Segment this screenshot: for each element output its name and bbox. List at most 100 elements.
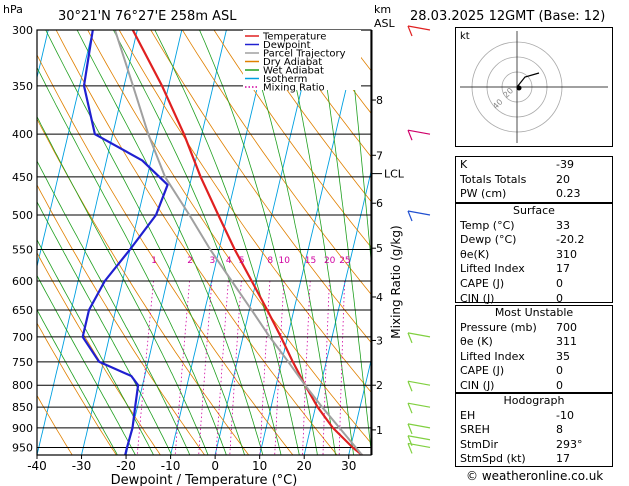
plot-area xyxy=(0,30,455,459)
pressure-tick-label: 300 xyxy=(12,24,33,37)
index-row-totals: Totals Totals 20 xyxy=(460,172,570,186)
hpa-unit-label: hPa xyxy=(3,3,23,16)
dry-adiabat-line xyxy=(403,30,455,459)
wind-barb-icon xyxy=(407,129,431,135)
index-row-k: K -39 xyxy=(460,158,574,171)
legend-label: Isotherm xyxy=(263,74,307,85)
dry-adiabat-line xyxy=(150,30,371,343)
legend-bg xyxy=(243,30,361,90)
km-tick-label: 1 xyxy=(376,424,383,437)
isotherm-line xyxy=(81,30,183,455)
surface-title: Surface xyxy=(513,204,555,217)
unstable-row: θe (K) 311 xyxy=(460,335,577,349)
wind-barb-icon xyxy=(407,129,413,141)
series-temperature xyxy=(131,30,363,455)
wind-barb-icon xyxy=(407,402,431,408)
isotherm-line xyxy=(214,30,316,455)
pressure-tick-label: 450 xyxy=(12,171,33,184)
isotherm-line xyxy=(348,358,371,455)
temp-tick-label: 30 xyxy=(341,459,356,473)
plot-frame xyxy=(36,29,372,456)
km-unit-label: km xyxy=(374,3,392,16)
dry-adiabat-line xyxy=(37,54,294,455)
temp-tick-label: -20 xyxy=(116,459,136,473)
mixing-ratio-label: 15 xyxy=(305,256,316,266)
mixing-ratio-label: 20 xyxy=(324,256,336,266)
mixing-ratio-label: 25 xyxy=(339,256,350,266)
pressure-tick-label: 500 xyxy=(12,209,33,222)
legend-label: Dewpoint xyxy=(263,40,311,51)
mixing-ratio-label: 4 xyxy=(226,256,232,266)
legend-label: Mixing Ratio xyxy=(263,83,325,94)
legend-label: Temperature xyxy=(262,32,326,43)
wind-barb-icon xyxy=(407,380,431,386)
series-dewpoint xyxy=(81,30,169,455)
hodograph-row: StmDir 293° xyxy=(460,437,583,451)
wind-barb-icon xyxy=(407,332,431,338)
wind-barb-icon xyxy=(407,25,431,31)
dry-adiabat-line xyxy=(245,30,371,202)
indices-box: K -39 Totals Totals 20 PW (cm) 0.23 xyxy=(455,156,613,203)
mixing-ratio-label: 5 xyxy=(239,256,245,266)
hodograph-row: StmSpd (kt) 17 xyxy=(460,452,570,466)
km-tick-label: 7 xyxy=(376,149,383,162)
dry-adiabat-line xyxy=(87,30,371,444)
surface-row: θe(K) 310 xyxy=(460,247,577,261)
most-unstable-title: Most Unstable xyxy=(494,306,574,319)
dry-adiabat-line xyxy=(182,30,371,295)
mixing-ratio-line xyxy=(215,280,229,455)
pressure-tick-label: 850 xyxy=(12,401,33,414)
mixing-ratio-label: 10 xyxy=(279,256,291,266)
wind-barb-icon xyxy=(407,442,431,449)
pressure-tick-label: 950 xyxy=(12,441,33,454)
isotherm-line xyxy=(0,30,4,455)
temp-tick-label: -40 xyxy=(27,459,47,473)
dry-adiabat-line xyxy=(213,30,371,248)
hodograph-unit-label: kt xyxy=(460,31,470,42)
dry-adiabat-line xyxy=(37,118,250,455)
hodograph-row: SREH 8 xyxy=(460,423,563,437)
wind-barb-icon xyxy=(407,380,413,392)
unstable-row: CAPE (J) 0 xyxy=(460,364,563,378)
location-label: 30°21'N 76°27'E 258m ASL xyxy=(58,9,237,24)
most-unstable-box: Most Unstable Pressure (mb) 700 θe (K) 311… xyxy=(455,305,613,393)
wind-barb-icon xyxy=(407,443,413,454)
pressure-tick-label: 400 xyxy=(12,128,33,141)
wind-barb-icon xyxy=(407,210,413,222)
wind-barb-icon xyxy=(407,332,413,344)
isotherm-line xyxy=(303,170,371,455)
pressure-tick-label: 800 xyxy=(12,379,33,392)
temp-tick-label: 0 xyxy=(211,459,219,473)
km-tick-label: 5 xyxy=(376,242,383,255)
isotherm-line xyxy=(259,30,361,455)
mixing-ratio-label: 3 xyxy=(210,256,216,266)
hodograph-row: EH -10 xyxy=(460,408,574,422)
mixing-ratio-label: 8 xyxy=(267,256,273,266)
hodograph-title: Hodograph xyxy=(503,394,565,407)
wind-barb-icon xyxy=(407,210,431,216)
pressure-tick-label: 600 xyxy=(12,275,33,288)
index-row-pw: PW (cm) 0.23 xyxy=(460,187,581,201)
surface-row: Lifted Index 17 xyxy=(460,262,570,276)
mixing-ratio-label: 2 xyxy=(187,256,193,266)
series-parcel-trajectory xyxy=(114,30,363,455)
surface-row: CIN (J) 0 xyxy=(460,291,563,305)
legend-label: Dry Adiabat xyxy=(263,57,322,68)
mixing-ratio-line xyxy=(302,280,311,455)
hodograph-box: Hodograph EH -10 SREH 8 StmDir 293° StmSpd … xyxy=(455,393,613,467)
pressure-tick-label: 550 xyxy=(12,244,33,257)
km-tick-label: 2 xyxy=(376,379,383,392)
dry-adiabat-line xyxy=(276,30,371,158)
isotherm-line xyxy=(37,30,94,269)
temp-tick-label: -30 xyxy=(72,459,92,473)
datetime-label: 28.03.2025 12GMT (Base: 12) xyxy=(410,9,606,24)
temp-tick-label: -10 xyxy=(161,459,181,473)
km-tick-label: 3 xyxy=(376,334,383,347)
copyright-footer: © weatheronline.co.uk xyxy=(466,469,604,483)
legend-label: Parcel Trajectory xyxy=(263,49,346,60)
surface-row: Dewp (°C) -20.2 xyxy=(460,233,585,247)
lcl-label: LCL xyxy=(384,168,405,181)
dry-adiabat-line xyxy=(37,394,73,455)
surface-row: CAPE (J) 0 xyxy=(460,276,563,290)
